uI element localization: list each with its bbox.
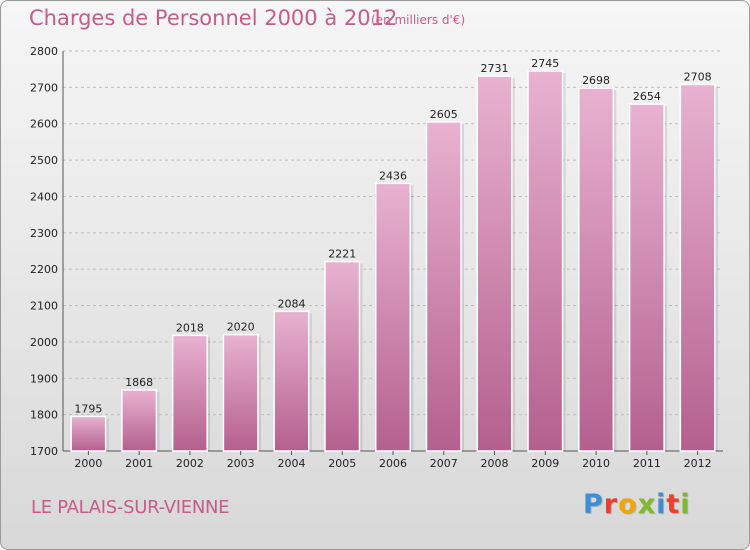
bar	[273, 310, 310, 452]
x-tick-label: 2010	[582, 457, 610, 470]
y-tick-label: 2100	[30, 300, 58, 313]
x-tick-label: 2009	[531, 457, 559, 470]
bar	[476, 75, 513, 452]
bar	[527, 70, 564, 452]
x-tick-label: 2002	[176, 457, 204, 470]
bar-value-label: 2436	[379, 169, 407, 182]
y-tick-label: 1900	[30, 372, 58, 385]
proxiti-logo: Proxiti	[583, 489, 691, 520]
bar-value-label: 2731	[481, 62, 509, 75]
y-tick-label: 2600	[30, 118, 58, 131]
x-tick-label: 2000	[74, 457, 102, 470]
bar	[324, 260, 361, 452]
y-tick-label: 2500	[30, 154, 58, 167]
bar	[578, 87, 615, 452]
x-tick-label: 2003	[227, 457, 255, 470]
bar-value-label: 1795	[74, 402, 102, 415]
bar	[628, 103, 665, 452]
logo-letter: x	[637, 489, 657, 520]
bar-value-label: 2745	[531, 57, 559, 70]
bar-value-label: 2221	[328, 248, 356, 261]
x-tick-label: 2001	[125, 457, 153, 470]
x-tick-label: 2005	[328, 457, 356, 470]
chart-subtitle: (en milliers d'€)	[371, 13, 466, 27]
y-tick-label: 2400	[30, 190, 58, 203]
bar-value-label: 2708	[684, 70, 712, 83]
y-tick-label: 2300	[30, 227, 58, 240]
x-tick-label: 2004	[277, 457, 305, 470]
bar-value-label: 2605	[430, 108, 458, 121]
y-tick-label: 2200	[30, 263, 58, 276]
logo-letter: i	[656, 489, 667, 520]
x-tick-label: 2008	[481, 457, 509, 470]
bar	[70, 415, 107, 452]
x-tick-label: 2007	[430, 457, 458, 470]
logo-letter: i	[680, 489, 691, 520]
x-tick-label: 2012	[684, 457, 712, 470]
bar-value-label: 2018	[176, 321, 204, 334]
bar-value-label: 2654	[633, 90, 661, 103]
y-tick-label: 2700	[30, 81, 58, 94]
x-tick-label: 2006	[379, 457, 407, 470]
y-tick-label: 2000	[30, 336, 58, 349]
bar	[222, 333, 259, 452]
bar	[121, 389, 158, 452]
bar-value-label: 2084	[277, 297, 305, 310]
bar	[425, 121, 462, 452]
x-tick-label: 2011	[633, 457, 661, 470]
logo-letter: o	[618, 489, 638, 520]
chart-title: Charges de Personnel 2000 à 2012	[29, 6, 398, 30]
city-name: LE PALAIS-SUR-VIENNE	[31, 497, 230, 518]
logo-letter: t	[666, 489, 681, 520]
bar-value-label: 2020	[227, 321, 255, 334]
bar	[374, 182, 412, 452]
bar	[171, 334, 208, 452]
y-tick-label: 2800	[30, 45, 58, 58]
logo-letter: r	[603, 489, 619, 520]
y-tick-label: 1800	[30, 409, 58, 422]
bar-value-label: 1868	[125, 376, 153, 389]
bar-value-label: 2698	[582, 74, 610, 87]
y-tick-label: 1700	[30, 445, 58, 458]
bar	[679, 83, 716, 452]
logo-letter: P	[583, 489, 604, 520]
